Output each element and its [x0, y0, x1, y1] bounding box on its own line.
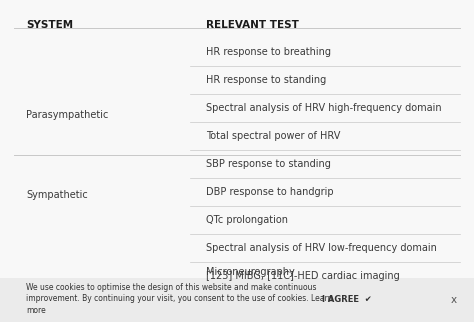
Text: DBP response to handgrip: DBP response to handgrip	[206, 187, 334, 197]
Bar	[0, 278, 474, 322]
Text: Microneurography: Microneurography	[206, 267, 295, 277]
Text: RELEVANT TEST: RELEVANT TEST	[206, 20, 299, 30]
Text: HR response to standing: HR response to standing	[206, 75, 327, 85]
Text: SYSTEM: SYSTEM	[26, 20, 73, 30]
Text: I AGREE  ✔: I AGREE ✔	[322, 296, 372, 305]
Text: Sympathetic: Sympathetic	[26, 190, 88, 200]
Text: QTc prolongation: QTc prolongation	[206, 215, 288, 225]
Text: Spectral analysis of HRV high-frequency domain: Spectral analysis of HRV high-frequency …	[206, 103, 442, 113]
Text: Parasympathetic: Parasympathetic	[26, 110, 109, 120]
Text: SBP response to standing: SBP response to standing	[206, 159, 331, 169]
Text: x: x	[450, 295, 456, 305]
Text: Spectral analysis of HRV low-frequency domain: Spectral analysis of HRV low-frequency d…	[206, 243, 437, 253]
Text: We use cookies to optimise the design of this website and make continuous
improv: We use cookies to optimise the design of…	[26, 283, 333, 315]
Text: Total spectral power of HRV: Total spectral power of HRV	[206, 131, 340, 141]
Text: [123] MIBG, [11C]-HED cardiac imaging: [123] MIBG, [11C]-HED cardiac imaging	[206, 271, 400, 281]
Text: HR response to breathing: HR response to breathing	[206, 47, 331, 57]
